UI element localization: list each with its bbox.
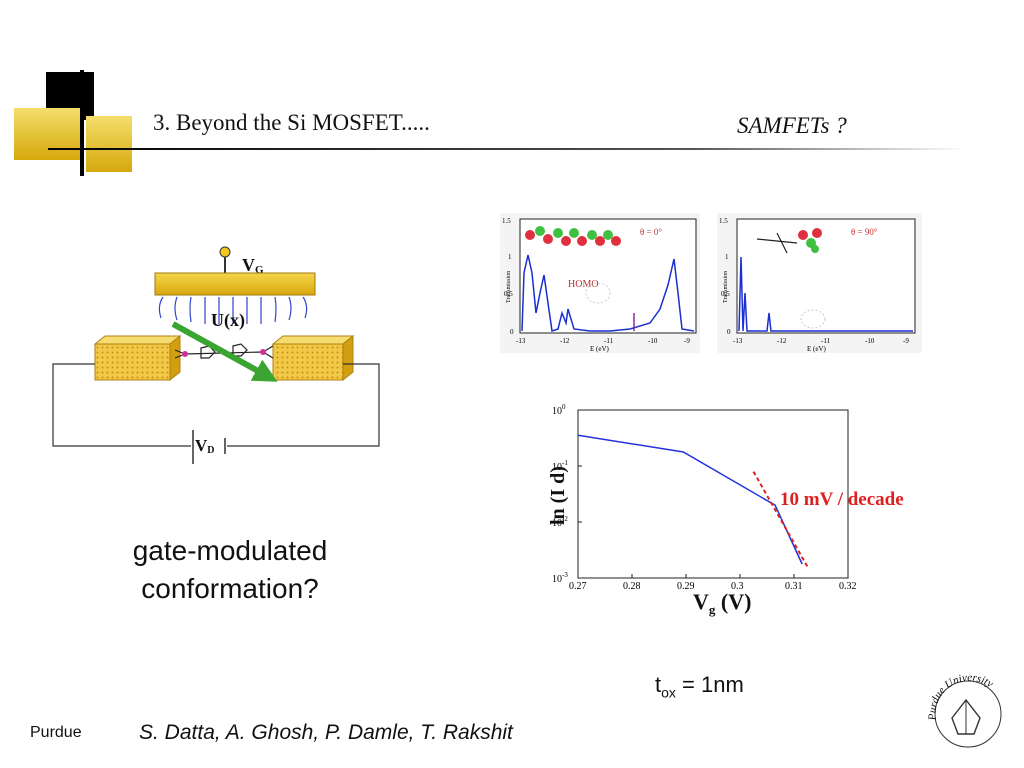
device-schematic: VG U(x) VD [52,246,380,464]
homo-highlight [800,309,826,329]
gate-terminal-dot [219,246,231,258]
x-axis-label: E (eV) [590,345,610,353]
ytick: 0.5 [504,290,513,298]
y-axis-label: ln (I d) [547,466,569,525]
xtick: -11 [604,337,614,345]
id-vg-chart: 0.27 0.28 0.29 0.3 0.31 0.32 100 10-1 10-2 10-3 l… [547,403,904,617]
conformation-caption: gate-modulated conformation? [60,532,400,608]
decor-horizontal-line [48,148,968,150]
drain-contact [271,334,355,382]
conformation-arrow [171,321,278,382]
ytick: 1 [508,253,512,261]
y-tick-label: 10-1 [552,459,568,473]
homo-highlight [585,282,611,304]
x-tick-label: 0.27 [569,581,587,592]
transmission-plot-theta90: 1.5 1 0.5 0 -13 -12 -11 -10 -9 E (eV) Tr… [717,213,922,353]
fit-line [752,471,809,568]
xtick: -9 [684,337,690,345]
x-tick-label: 0.28 [623,581,641,592]
x-tick-label: 0.29 [677,581,695,592]
ytick: 0 [510,328,514,336]
potential-label: U(x) [211,310,245,331]
molecule-image-theta90 [756,228,822,254]
plot-frame [736,218,916,334]
theta-label: θ = 90° [851,227,878,237]
x-axis-label: E (eV) [807,345,827,353]
xtick: -13 [516,337,526,345]
svg-text:Purdue University: Purdue University [926,672,995,722]
x-tick-label: 0.32 [839,581,857,592]
circuit-wire-right [227,363,380,447]
footer-authors: S. Datta, A. Ghosh, P. Damle, T. Rakshit [139,721,513,744]
field-lines [158,296,308,324]
circuit-wire-left [52,363,191,447]
x-tick-label: 0.3 [731,581,744,592]
caption-line-2: conformation? [141,573,319,604]
source-contact [93,334,182,382]
slide-subtitle: SAMFETs ? [737,113,847,138]
transmission-curve [738,256,913,332]
xtick: -10 [865,337,875,345]
y-tick-label: 10-2 [552,515,568,529]
footer-institution: Purdue [30,724,82,741]
ytick: 1.5 [719,217,728,225]
y-tick-label: 10-3 [552,571,568,585]
ytick: 0 [727,328,731,336]
y-tick-label: 100 [552,403,566,417]
y-axis-label: Transmission [723,271,729,303]
decor-gold-block-left [14,108,80,160]
decor-gold-block-right [86,116,132,172]
xtick: -12 [560,337,570,345]
purdue-seal-logo: Purdue University [926,672,1002,748]
y-axis-label: Transmission [506,271,512,303]
homo-label: HOMO [568,279,599,290]
caption-line-1: gate-modulated [132,535,328,566]
drain-voltage-label: VD [195,436,215,456]
molecule-image-theta0 [525,226,621,246]
transmission-plot-theta0: 1.5 1 0.5 0 -13 -12 -11 -10 -9 E (eV) Tr… [500,213,700,353]
slope-annotation: 10 mV / decade [780,489,904,510]
xtick: -9 [903,337,909,345]
x-axis-label: Vg (V) [693,589,751,617]
ytick: 0.5 [721,290,730,298]
xtick: -10 [648,337,658,345]
ytick: 1 [725,253,729,261]
xtick: -13 [733,337,743,345]
xtick: -11 [821,337,831,345]
transmission-curve [521,254,695,332]
x-tick-label: 0.31 [785,581,803,592]
decor-vertical-line [80,70,84,176]
gate-voltage-label: VG [242,255,264,276]
chart-frame [577,409,849,579]
ytick: 1.5 [502,217,511,225]
slide-title: 3. Beyond the Si MOSFET..... [153,110,430,135]
oxide-thickness-label: tox = 1nm [655,672,744,701]
gate-electrode [154,272,316,296]
theta-label: θ = 0° [640,227,662,237]
xtick: -12 [777,337,787,345]
